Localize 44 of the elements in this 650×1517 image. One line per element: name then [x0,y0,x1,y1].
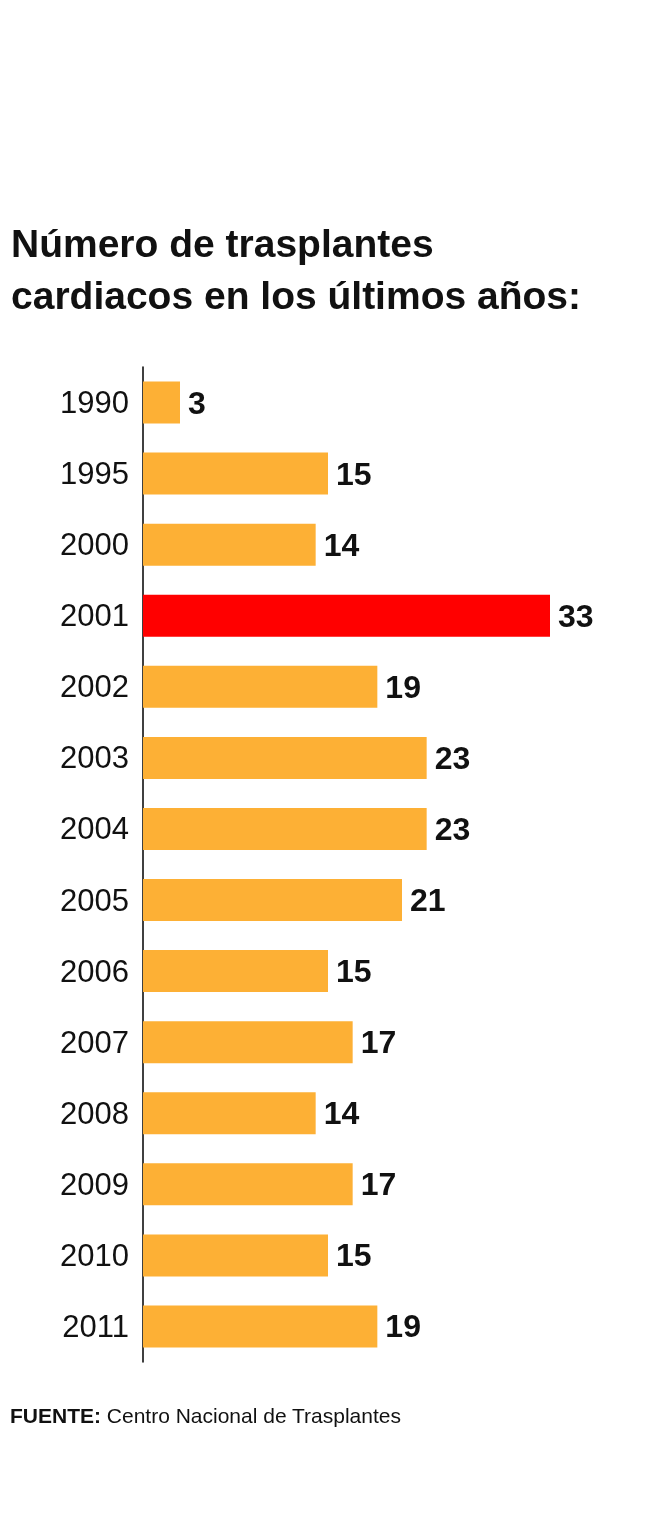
bar [143,665,378,708]
y-tick-label: 2000 [60,527,129,563]
data-label: 15 [336,953,372,990]
data-label: 17 [360,1024,397,1061]
bar [143,879,402,922]
y-tick-label: 2011 [62,1308,129,1344]
y-tick-label: 2006 [60,953,129,989]
bar [143,1305,378,1348]
bar [143,452,328,495]
y-tick-label: 2005 [60,882,129,918]
y-tick-label: 2007 [60,1024,129,1060]
data-label: 14 [323,1095,360,1132]
bar [143,807,427,850]
y-tick-label: 2009 [60,1166,129,1202]
data-label: 19 [385,1308,421,1345]
bar [143,1234,328,1277]
source-note: FUENTE: Centro Nacional de Trasplantes [10,1404,401,1427]
y-tick-label: 1995 [60,456,129,492]
y-tick-label: 2010 [60,1237,129,1273]
y-tick-label: 1990 [60,385,129,421]
data-label: 21 [410,882,446,919]
bar [143,1092,316,1135]
data-label: 23 [434,810,471,847]
y-tick-label: 2008 [60,1095,129,1131]
bar [143,1163,353,1206]
data-label: 19 [385,668,421,705]
y-tick-label: 2002 [60,669,129,705]
data-label: 33 [558,597,594,634]
chart-title: Número de trasplantes cardiacos en los últimos años: [11,221,581,317]
data-label: 14 [323,526,360,563]
bar [143,523,316,566]
bar [143,381,180,424]
bar [143,736,427,779]
data-label: 17 [360,1166,397,1203]
data-label: 15 [336,1237,372,1274]
bar [143,1021,353,1064]
y-tick-label: 2001 [60,598,129,634]
data-label: 3 [188,384,206,421]
bar [143,594,550,637]
data-label: 15 [336,455,372,492]
y-tick-label: 2004 [60,811,129,847]
y-tick-label: 2003 [60,740,129,776]
bar [143,950,328,993]
data-label: 23 [434,739,471,776]
